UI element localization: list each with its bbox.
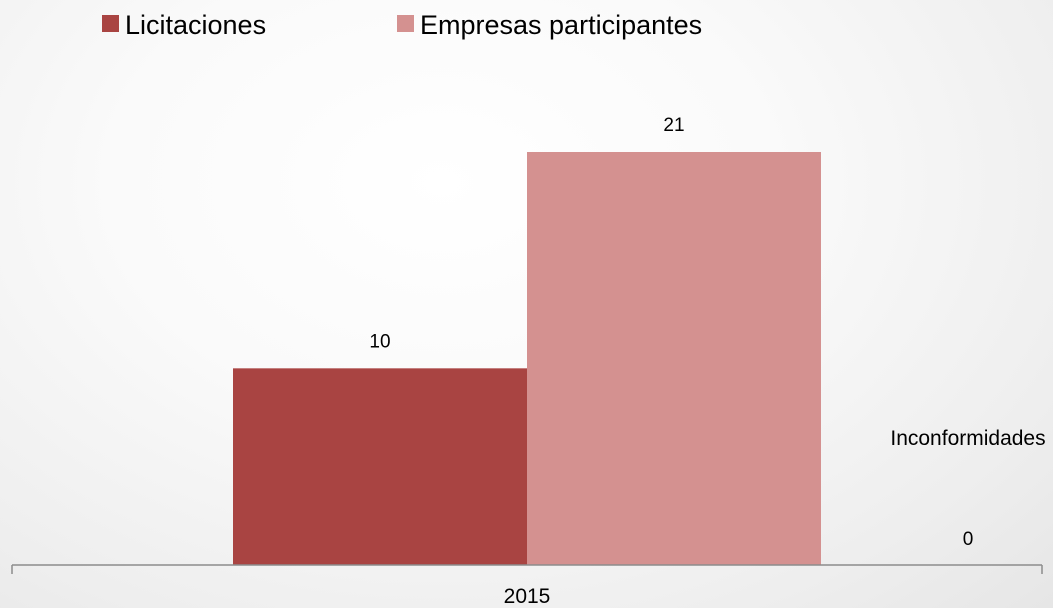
legend-label-1: Empresas participantes — [420, 10, 702, 40]
series-label-2: Inconformidades — [890, 427, 1045, 450]
legend: Licitaciones Empresas participantes — [102, 10, 702, 40]
bar-0-0 — [233, 368, 527, 565]
x-axis: 2015 — [11, 564, 1043, 608]
legend-label-0: Licitaciones — [125, 10, 266, 40]
legend-swatch-0 — [102, 15, 119, 32]
category-label-0: 2015 — [504, 585, 551, 608]
bar-1-0 — [527, 152, 821, 565]
data-label-1-0: 21 — [663, 115, 684, 136]
data-label-0-0: 10 — [369, 331, 390, 352]
legend-swatch-1 — [397, 15, 414, 32]
data-label-layer: 10 21 0 Inconformidades — [369, 115, 1045, 550]
data-label-2-0: 0 — [963, 529, 974, 550]
bar-layer — [233, 152, 821, 565]
